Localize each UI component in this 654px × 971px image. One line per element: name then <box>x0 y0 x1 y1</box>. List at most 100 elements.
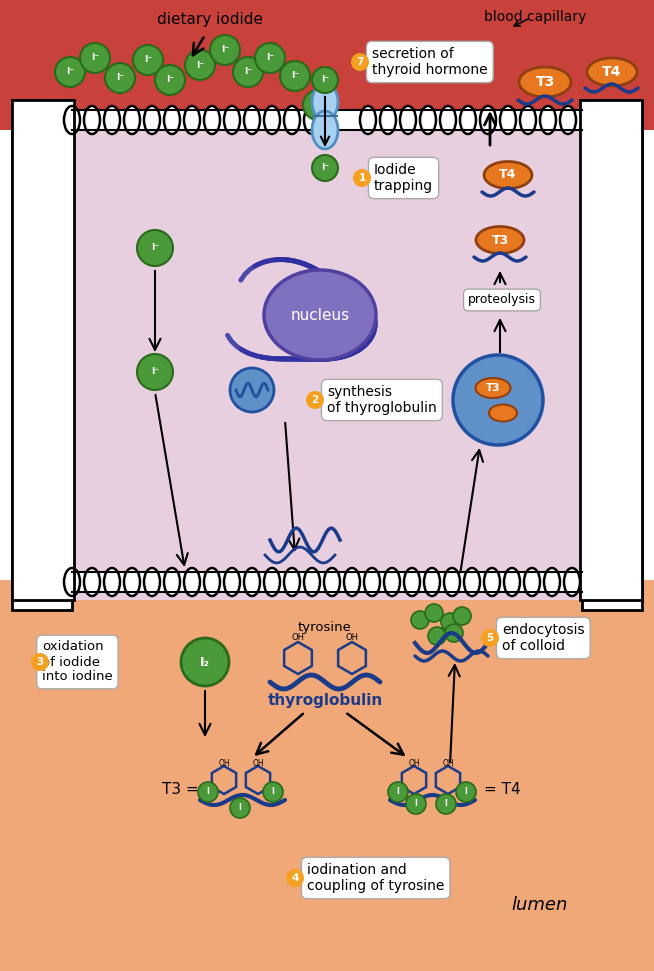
Ellipse shape <box>475 378 511 398</box>
Text: OH: OH <box>408 759 420 768</box>
Ellipse shape <box>244 568 260 596</box>
Ellipse shape <box>264 568 280 596</box>
Circle shape <box>181 638 229 686</box>
Text: I: I <box>396 787 400 796</box>
Circle shape <box>80 43 110 73</box>
Text: T3 =: T3 = <box>162 783 198 797</box>
Ellipse shape <box>400 106 416 134</box>
Circle shape <box>425 604 443 622</box>
Bar <box>12 100 72 610</box>
Circle shape <box>137 354 173 390</box>
Circle shape <box>353 169 371 187</box>
Ellipse shape <box>64 568 80 596</box>
Text: iodination and
coupling of tyrosine: iodination and coupling of tyrosine <box>307 863 444 893</box>
Circle shape <box>210 35 240 65</box>
Text: proteolysis: proteolysis <box>468 293 536 307</box>
Bar <box>12 100 74 600</box>
Text: nucleus: nucleus <box>290 308 349 322</box>
Circle shape <box>185 50 215 80</box>
Ellipse shape <box>384 568 400 596</box>
Circle shape <box>263 782 283 802</box>
Text: I: I <box>415 799 417 809</box>
Circle shape <box>133 45 163 75</box>
Circle shape <box>55 57 85 87</box>
Text: I⁻: I⁻ <box>144 55 152 64</box>
Ellipse shape <box>84 106 100 134</box>
Bar <box>580 100 642 600</box>
Circle shape <box>303 90 333 120</box>
Text: T3: T3 <box>536 75 555 89</box>
Ellipse shape <box>480 106 496 134</box>
Circle shape <box>428 627 446 645</box>
Circle shape <box>481 629 499 647</box>
Ellipse shape <box>484 161 532 188</box>
Circle shape <box>280 61 310 91</box>
Ellipse shape <box>64 106 80 134</box>
Ellipse shape <box>544 568 560 596</box>
Ellipse shape <box>284 106 300 134</box>
Text: synthesis
of thyroglobulin: synthesis of thyroglobulin <box>327 385 437 415</box>
Text: I: I <box>207 787 209 796</box>
Bar <box>72 110 582 130</box>
Text: OH: OH <box>252 759 264 768</box>
Circle shape <box>230 368 274 412</box>
Text: I⁻: I⁻ <box>91 53 99 62</box>
Text: I: I <box>464 787 468 796</box>
Ellipse shape <box>204 568 220 596</box>
Text: tyrosine: tyrosine <box>298 621 352 634</box>
Text: I⁻: I⁻ <box>321 163 329 173</box>
Ellipse shape <box>520 106 536 134</box>
Ellipse shape <box>344 568 360 596</box>
Text: OH: OH <box>292 633 305 643</box>
Text: = T4: = T4 <box>484 783 521 797</box>
Ellipse shape <box>124 106 140 134</box>
Ellipse shape <box>264 106 280 134</box>
Text: I₂: I₂ <box>200 655 210 668</box>
Text: 7: 7 <box>356 57 364 67</box>
Bar <box>0 0 654 130</box>
Ellipse shape <box>184 568 200 596</box>
Ellipse shape <box>444 568 460 596</box>
Text: OH: OH <box>345 633 358 643</box>
Ellipse shape <box>84 568 100 596</box>
Text: I⁻: I⁻ <box>166 76 174 84</box>
Circle shape <box>441 613 459 631</box>
Ellipse shape <box>560 106 576 134</box>
Circle shape <box>255 43 285 73</box>
Ellipse shape <box>284 568 300 596</box>
Circle shape <box>312 155 338 181</box>
Ellipse shape <box>460 106 476 134</box>
Ellipse shape <box>364 568 380 596</box>
Ellipse shape <box>204 106 220 134</box>
Text: OH: OH <box>442 759 454 768</box>
Circle shape <box>436 794 456 814</box>
Text: I⁻: I⁻ <box>196 60 204 70</box>
Circle shape <box>388 782 408 802</box>
Circle shape <box>453 607 471 625</box>
Ellipse shape <box>424 568 440 596</box>
Text: I⁻: I⁻ <box>291 72 299 81</box>
Ellipse shape <box>144 568 160 596</box>
Text: 3: 3 <box>37 657 44 667</box>
Text: 2: 2 <box>311 395 318 405</box>
Ellipse shape <box>184 106 200 134</box>
Circle shape <box>31 653 49 671</box>
Text: T3: T3 <box>486 383 500 393</box>
Text: T4: T4 <box>602 65 622 79</box>
Ellipse shape <box>144 106 160 134</box>
Ellipse shape <box>476 226 524 253</box>
Ellipse shape <box>464 568 480 596</box>
Text: I⁻: I⁻ <box>244 68 252 77</box>
Ellipse shape <box>164 568 180 596</box>
Ellipse shape <box>540 106 556 134</box>
Circle shape <box>312 67 338 93</box>
Ellipse shape <box>304 568 320 596</box>
Text: I⁻: I⁻ <box>266 53 274 62</box>
Text: blood capillary: blood capillary <box>484 10 586 24</box>
Circle shape <box>105 63 135 93</box>
Text: I⁻: I⁻ <box>116 74 124 83</box>
Ellipse shape <box>244 106 260 134</box>
Ellipse shape <box>312 83 338 121</box>
Bar <box>12 100 74 600</box>
Text: I⁻: I⁻ <box>66 68 74 77</box>
